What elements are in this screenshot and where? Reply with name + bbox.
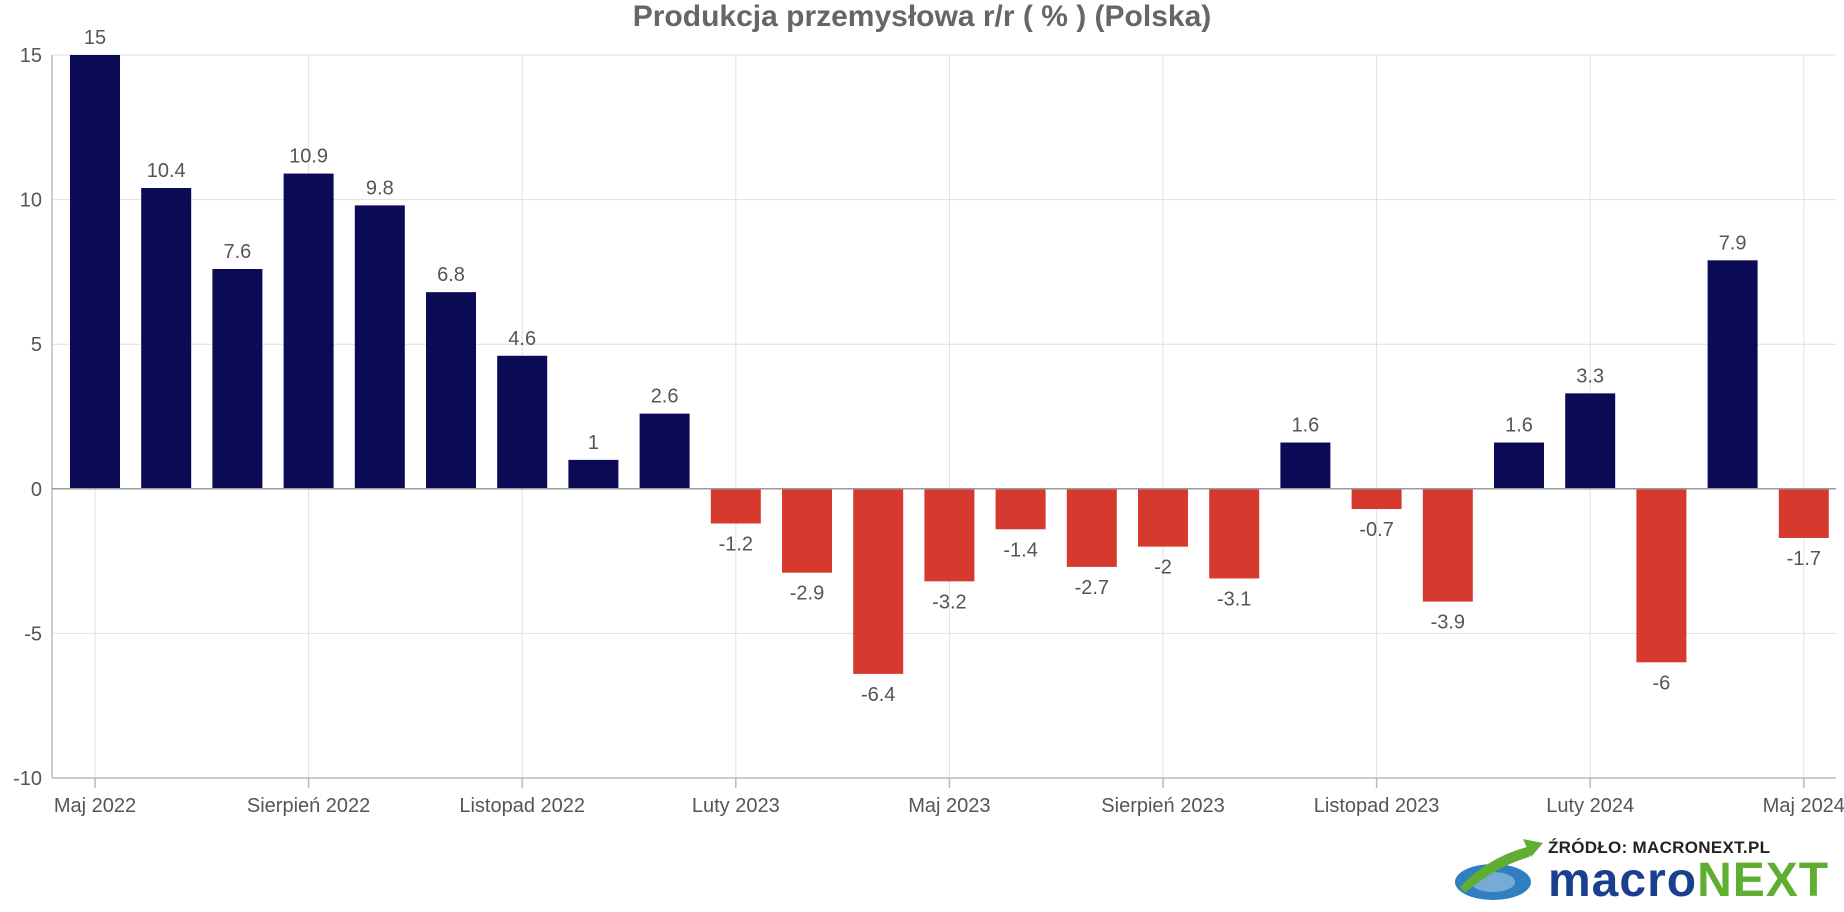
data-label: 7.6	[223, 241, 251, 263]
data-label: 10.9	[289, 146, 328, 168]
y-tick-label: -5	[24, 623, 42, 645]
bar	[497, 355, 548, 489]
data-label: 7.9	[1719, 232, 1747, 254]
bar	[70, 55, 120, 489]
y-tick-label: -10	[13, 768, 42, 790]
data-label: -1.4	[1003, 539, 1037, 561]
data-label: 4.6	[508, 328, 536, 350]
bar	[1138, 488, 1188, 547]
bar	[1422, 488, 1473, 602]
data-label: -1.7	[1787, 548, 1821, 570]
bar	[568, 459, 619, 489]
bar	[426, 292, 476, 489]
brand-wordmark: macroNEXT	[1548, 857, 1829, 905]
x-tick-label: Sierpień 2023	[1101, 795, 1224, 817]
data-label: -2.7	[1075, 577, 1109, 599]
data-label: -3.2	[932, 591, 966, 613]
bar	[1565, 393, 1616, 489]
data-label: -2.9	[790, 583, 824, 605]
data-label: -3.9	[1431, 612, 1465, 634]
data-labels: 15 10.4 7.6 10.9 9.8 6.8 4.6 1 2.6 -1.2 -2.9 -6.4 -3…	[84, 27, 1821, 706]
data-label: 3.3	[1576, 365, 1604, 387]
y-tick-label: 10	[20, 190, 42, 212]
brand-part-1: macro	[1548, 854, 1698, 907]
bar	[1778, 488, 1829, 538]
bar	[1209, 488, 1260, 579]
data-label: -6.4	[861, 684, 895, 706]
chart-title: Produkcja przemysłowa r/r ( % ) (Polska)	[633, 0, 1212, 33]
data-label: 15	[84, 27, 106, 49]
y-tick-label: 5	[31, 334, 42, 356]
data-label: -6	[1653, 672, 1671, 694]
bar	[1636, 488, 1687, 663]
bar	[639, 413, 690, 489]
x-tick-label: Listopad 2022	[459, 795, 585, 817]
data-label: 2.6	[651, 386, 679, 408]
macronext-logo-icon	[1455, 839, 1543, 900]
bar	[354, 205, 405, 489]
x-tick-label: Luty 2023	[692, 795, 780, 817]
data-label: 1.6	[1505, 415, 1533, 437]
data-label: 1.6	[1291, 415, 1319, 437]
x-tick-label: Maj 2023	[908, 795, 990, 817]
x-tick-label: Maj 2024	[1763, 795, 1844, 817]
source-label: ŹRÓDŁO: MACRONEXT.PL	[1548, 838, 1771, 857]
data-label: 6.8	[437, 264, 465, 286]
bar	[853, 488, 904, 674]
x-tick-label: Maj 2022	[54, 795, 136, 817]
bar	[141, 188, 192, 489]
bar	[782, 488, 832, 573]
x-tick-label: Luty 2024	[1546, 795, 1634, 817]
bar	[995, 488, 1046, 530]
x-tick-label: Sierpień 2022	[247, 795, 370, 817]
bar	[1066, 488, 1117, 567]
bar	[1707, 260, 1758, 489]
y-tick-label: 0	[31, 479, 42, 501]
data-label: -1.2	[719, 534, 753, 556]
bar	[212, 269, 263, 489]
bar	[283, 173, 334, 489]
bar	[1494, 442, 1544, 489]
data-label: -0.7	[1359, 519, 1393, 541]
bar	[1280, 442, 1331, 489]
x-axis: Maj 2022 Sierpień 2022 Listopad 2022 Luty 2…	[52, 777, 1844, 817]
bar	[924, 488, 975, 582]
bar	[710, 488, 761, 524]
bar	[1351, 488, 1402, 510]
data-label: -3.1	[1217, 588, 1251, 610]
data-label: 1	[588, 432, 599, 454]
y-tick-label: 15	[20, 45, 42, 67]
brand-part-2: NEXT	[1697, 854, 1830, 907]
y-axis: 15 10 5 0 -5 -10	[13, 45, 53, 790]
data-label: 9.8	[366, 177, 394, 199]
data-label: 10.4	[147, 160, 186, 182]
data-label: -2	[1154, 557, 1172, 579]
x-tick-label: Listopad 2023	[1314, 795, 1440, 817]
bars	[70, 55, 1829, 674]
